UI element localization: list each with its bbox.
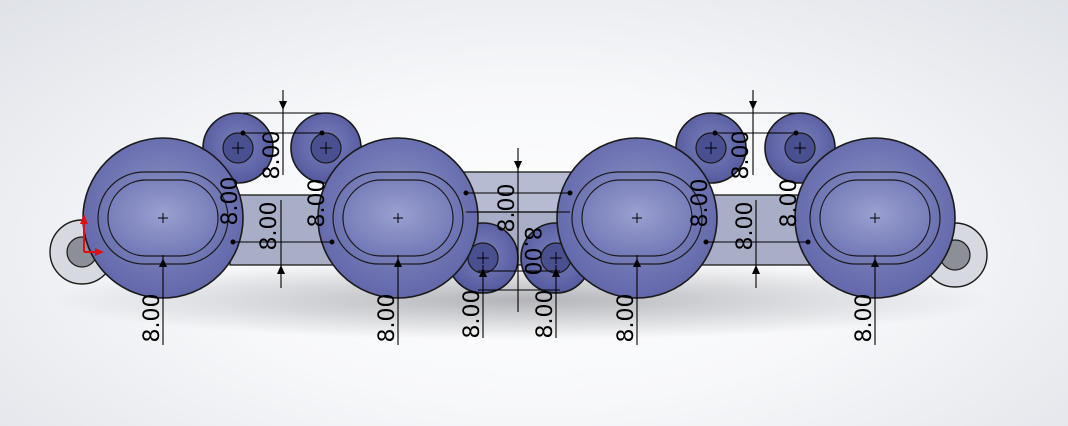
dimension-values: 8.00 8.00 8.00 8.00 8.00 8.00 8.00 8.00 …: [140, 131, 877, 343]
dim-8-boss2-left[interactable]: 8.00: [305, 179, 330, 228]
main-boss-2[interactable]: [317, 137, 479, 299]
dim-8-bottom-1[interactable]: 8.00: [140, 294, 165, 343]
dim-8-top-right[interactable]: 8.00: [729, 131, 754, 180]
dim-8-top-left[interactable]: 8.00: [260, 131, 285, 180]
main-boss-3[interactable]: [556, 137, 718, 299]
dim-8-boss4-left[interactable]: 8.00: [777, 179, 802, 228]
dim-8-mid-right[interactable]: 8.00: [733, 202, 758, 251]
dim-8-bottom-5[interactable]: 8.00: [614, 294, 639, 343]
dim-8-bridge-lower[interactable]: 8.00: [519, 227, 544, 276]
dim-8-bottom-3[interactable]: 8.00: [460, 290, 485, 339]
coordinate-triad-icon: [80, 214, 104, 256]
dim-8-bottom-2[interactable]: 8.00: [375, 294, 400, 343]
dim-8-bottom-6[interactable]: 8.00: [852, 294, 877, 343]
dim-8-bottom-4[interactable]: 8.00: [533, 290, 558, 339]
part-shadow: [50, 260, 990, 340]
main-boss-4[interactable]: [794, 137, 956, 299]
dimension-arrows: [159, 101, 879, 277]
dim-8-mid-left[interactable]: 8.00: [257, 202, 282, 251]
dim-8-boss3-left[interactable]: 8.00: [688, 179, 713, 228]
dim-8-left-boss[interactable]: 8.00: [218, 177, 243, 226]
dim-8-bridge[interactable]: 8.00: [495, 184, 520, 233]
